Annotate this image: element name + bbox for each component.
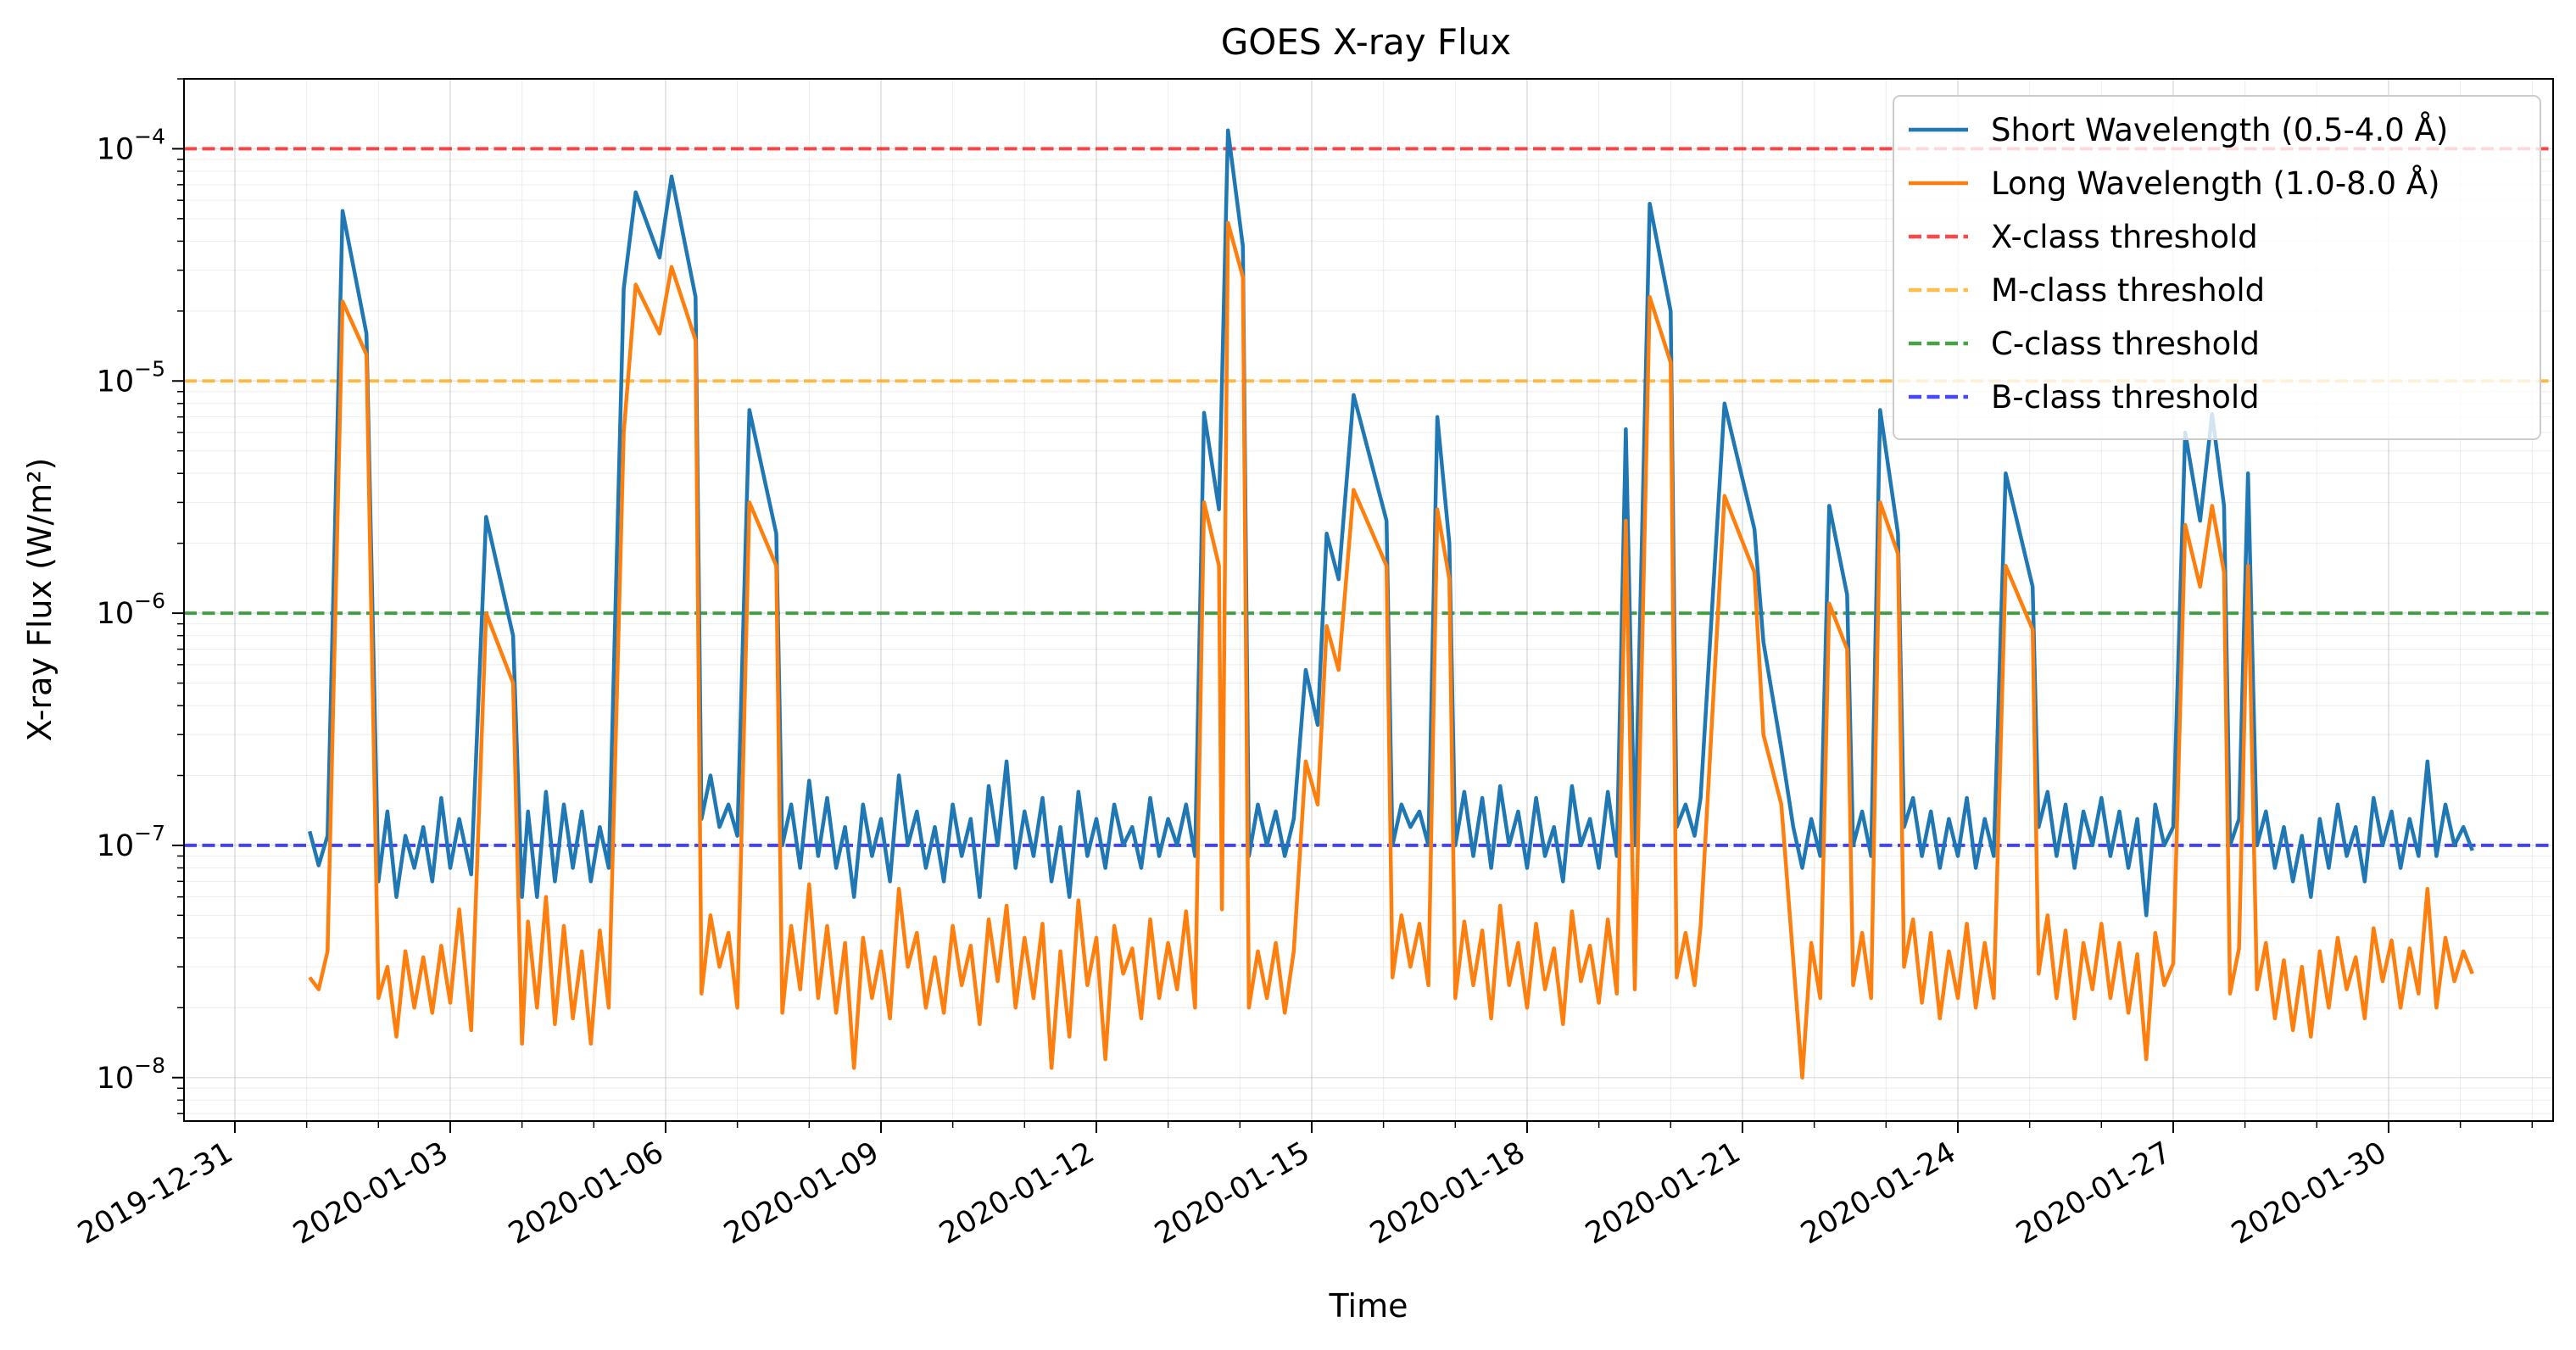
y-tick-label: 10−8 bbox=[97, 1053, 165, 1096]
y-tick-label: 10−6 bbox=[97, 589, 165, 631]
y-tick-label: 10−4 bbox=[97, 124, 165, 166]
y-axis: 10−8 10−7 10−6 10−5 10−4 bbox=[97, 78, 184, 1114]
y-axis-label: X-ray Flux (W/m²) bbox=[21, 458, 59, 742]
legend: Short Wavelength (0.5-4.0 Å) Long Wavelen… bbox=[1893, 95, 2541, 440]
series-line bbox=[308, 220, 2474, 1080]
legend-entry-label: B-class threshold bbox=[1991, 379, 2260, 416]
y-tick-label: 10−7 bbox=[97, 821, 165, 863]
chart-title: GOES X-ray Flux bbox=[1221, 21, 1512, 63]
legend-entry-label: M-class threshold bbox=[1991, 272, 2265, 309]
plot-frame bbox=[183, 78, 2554, 1122]
series-line bbox=[308, 128, 2474, 918]
legend-entry-label: Long Wavelength (1.0-8.0 Å) bbox=[1991, 165, 2440, 202]
legend-box bbox=[1893, 95, 2541, 440]
legend-entry-label: Short Wavelength (0.5-4.0 Å) bbox=[1991, 111, 2448, 148]
y-tick-label: 10−5 bbox=[97, 356, 165, 399]
series-lines bbox=[308, 128, 2474, 1080]
x-axis-label: Time bbox=[1329, 1287, 1408, 1325]
legend-entry-label: C-class threshold bbox=[1991, 326, 2260, 362]
legend-entry-label: X-class threshold bbox=[1991, 219, 2258, 255]
